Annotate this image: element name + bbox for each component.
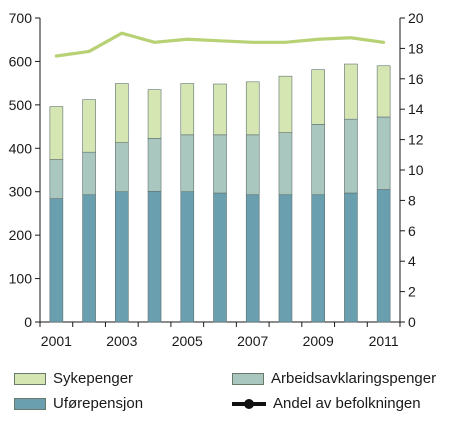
y-right-tick-label: 2 [408,284,416,300]
legend-swatch-sykepenger [14,372,46,385]
y-right-tick-label: 6 [408,223,416,239]
bar-uf-repensjon [115,191,129,323]
bar-sykepenger [213,83,227,136]
bar-arbeidsavklaringspenger [115,142,129,193]
y-right-tick-label: 20 [408,10,424,26]
bar-arbeidsavklaringspenger [82,151,96,196]
bar-uf-repensjon [376,189,391,323]
x-tick-label: 2007 [237,333,268,349]
bar-sykepenger [82,99,96,153]
y-right-tick-label: 16 [408,71,424,87]
bar-uf-repensjon [245,194,260,323]
legend-item-sykepenger: Sykepenger [14,370,133,387]
y-right-tick-label: 18 [408,40,424,56]
plot-area: 0 100 200 300 400 500 600 700 0 2 4 6 8 10 12 14 16 18 20 2… [9,10,424,349]
bar-uf-repensjon [82,194,96,323]
legend-label-uforepensjon: Uførepensjon [53,395,144,412]
bar-arbeidsavklaringspenger [344,118,358,194]
y-left-tick-label: 0 [24,314,32,330]
bar-sykepenger [311,69,325,125]
legend-swatch-arbeidsavklaringspenger [232,372,264,385]
y-right-tick-label: 4 [408,253,416,269]
legend-item-andel: Andel av befolkningen [232,395,421,412]
legend-item-uforepensjon: Uførepensjon [14,395,143,412]
bar-sykepenger [115,83,129,143]
legend-label-arbeidsavklaringspenger: Arbeidsavklaringspenger [271,370,437,387]
legend-swatch-uforepensjon [14,397,46,410]
bar-arbeidsavklaringspenger [245,134,260,196]
bar-sykepenger [180,83,195,136]
legend-swatch-andel [232,398,266,410]
y-right-tick-label: 14 [408,101,424,117]
y-left-tick-label: 300 [9,184,33,200]
x-tick-label: 2005 [172,333,203,349]
y-left-tick-label: 100 [9,271,33,287]
line-andel-av-befolkningen [54,31,386,58]
x-tick-label: 2009 [303,333,334,349]
legend: Sykepenger Arbeidsavklaringspenger Uføre… [0,360,450,420]
y-right-tick-label: 0 [408,314,416,330]
y-right-tick-label: 12 [408,132,424,148]
bar-arbeidsavklaringspenger [311,124,325,196]
legend-label-andel: Andel av befolkningen [273,395,421,412]
bar-arbeidsavklaringspenger [49,159,64,199]
legend-item-arbeidsavklaringspenger: Arbeidsavklaringspenger [232,370,436,387]
bar-uf-repensjon [213,192,227,323]
x-tick-label: 2003 [106,333,137,349]
bar-uf-repensjon [180,191,195,323]
chart: 0 100 200 300 400 500 600 700 0 2 4 6 8 10 12 14 16 18 20 2… [9,10,424,349]
x-tick-label: 2011 [369,333,399,349]
y-right-tick-label: 10 [408,162,424,178]
bar-sykepenger [245,81,260,136]
x-tick-label: 2001 [41,333,72,349]
bar-arbeidsavklaringspenger [213,134,227,194]
y-left-tick-label: 600 [9,53,33,69]
y-left-tick-label: 200 [9,227,33,243]
legend-label-sykepenger: Sykepenger [53,370,134,387]
y-right-tick-label: 8 [408,192,416,208]
y-left-tick-label: 500 [9,97,33,113]
bar-arbeidsavklaringspenger [147,137,162,192]
bar-arbeidsavklaringspenger [376,116,391,190]
bar-sykepenger [278,75,293,133]
bar-uf-repensjon [278,194,293,323]
bar-sykepenger [376,65,391,118]
bar-arbeidsavklaringspenger [278,132,293,196]
bar-arbeidsavklaringspenger [180,134,195,193]
bar-sykepenger [147,89,162,139]
bar-uf-repensjon [344,192,358,323]
bar-sykepenger [344,63,358,120]
bar-sykepenger [49,106,64,160]
bar-uf-repensjon [49,198,64,323]
bar-uf-repensjon [147,190,162,323]
y-left-tick-label: 700 [9,10,33,26]
y-left-tick-label: 400 [9,140,33,156]
bar-uf-repensjon [311,194,325,323]
